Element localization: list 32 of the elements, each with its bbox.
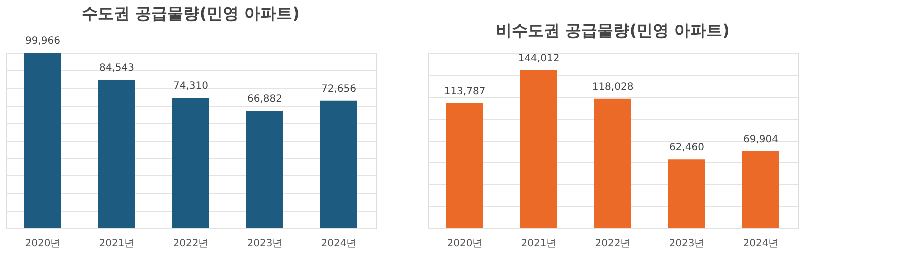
data-label: 74,310 [174, 80, 208, 92]
x-tick-label: 2023년 [247, 238, 283, 250]
bar [24, 53, 62, 228]
bar [172, 98, 210, 228]
x-tick-label: 2020년 [25, 238, 61, 250]
x-tick-label: 2022년 [595, 238, 631, 250]
data-label: 84,543 [100, 63, 134, 74]
data-label: 69,904 [744, 134, 778, 146]
x-tick-label: 2021년 [99, 238, 135, 250]
bar [742, 152, 780, 228]
x-tick-label: 2024년 [321, 238, 357, 250]
data-label: 62,460 [670, 142, 704, 154]
data-label: 99,966 [26, 36, 60, 48]
chart-title: 수도권 공급물량(민영 아파트) [82, 4, 300, 24]
data-label: 144,012 [518, 53, 560, 64]
bar [320, 100, 358, 228]
chart-title: 비수도권 공급물량(민영 아파트) [496, 21, 730, 40]
data-label: 72,656 [322, 84, 356, 95]
bar [246, 110, 284, 228]
x-tick-label: 2024년 [743, 238, 779, 250]
data-label: 118,028 [592, 82, 634, 93]
bar [446, 104, 484, 228]
x-tick-label: 2020년 [447, 238, 483, 250]
x-tick-label: 2021년 [521, 238, 557, 250]
data-label: 66,882 [248, 94, 282, 105]
bar [668, 160, 706, 228]
x-tick-label: 2022년 [173, 238, 209, 250]
data-label: 113,787 [444, 86, 486, 98]
bar [98, 80, 136, 228]
bar [520, 70, 558, 228]
bar [594, 98, 632, 228]
x-tick-label: 2023년 [669, 238, 705, 250]
